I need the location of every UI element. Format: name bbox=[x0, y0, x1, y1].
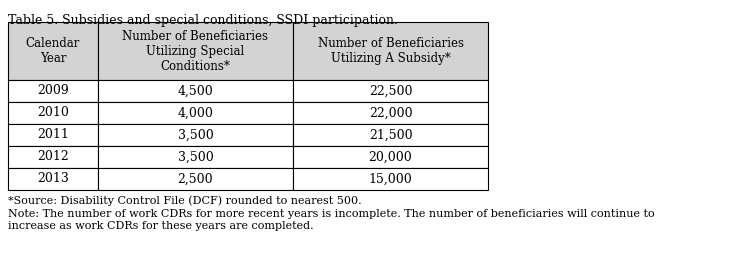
Text: 22,500: 22,500 bbox=[368, 84, 412, 98]
Text: 3,500: 3,500 bbox=[178, 128, 213, 141]
Text: *Source: Disability Control File (DCF) rounded to nearest 500.: *Source: Disability Control File (DCF) r… bbox=[8, 195, 362, 206]
Bar bbox=[8, 102, 98, 124]
Bar bbox=[8, 124, 98, 146]
Text: 4,500: 4,500 bbox=[178, 84, 213, 98]
Text: Calendar
Year: Calendar Year bbox=[26, 37, 80, 65]
Text: 2012: 2012 bbox=[37, 151, 69, 164]
Text: 20,000: 20,000 bbox=[368, 151, 412, 164]
Bar bbox=[293, 80, 488, 102]
Bar bbox=[293, 22, 488, 80]
Bar bbox=[293, 102, 488, 124]
Text: 2011: 2011 bbox=[37, 128, 69, 141]
Text: 2010: 2010 bbox=[37, 107, 69, 120]
Bar bbox=[98, 80, 293, 102]
Bar bbox=[293, 124, 488, 146]
Text: Number of Beneficiaries
Utilizing Special
Conditions*: Number of Beneficiaries Utilizing Specia… bbox=[123, 29, 268, 73]
Text: Number of Beneficiaries
Utilizing A Subsidy*: Number of Beneficiaries Utilizing A Subs… bbox=[317, 37, 463, 65]
Bar bbox=[8, 168, 98, 190]
Text: 2013: 2013 bbox=[37, 172, 69, 185]
Text: 15,000: 15,000 bbox=[368, 172, 412, 185]
Text: 3,500: 3,500 bbox=[178, 151, 213, 164]
Bar bbox=[98, 168, 293, 190]
Bar bbox=[293, 146, 488, 168]
Text: 2,500: 2,500 bbox=[178, 172, 213, 185]
Bar bbox=[98, 102, 293, 124]
Text: 2009: 2009 bbox=[37, 84, 69, 98]
Bar bbox=[8, 22, 98, 80]
Bar bbox=[98, 22, 293, 80]
Bar bbox=[98, 146, 293, 168]
Bar bbox=[8, 80, 98, 102]
Text: Table 5. Subsidies and special conditions, SSDI participation.: Table 5. Subsidies and special condition… bbox=[8, 14, 398, 27]
Bar bbox=[98, 124, 293, 146]
Text: 4,000: 4,000 bbox=[178, 107, 213, 120]
Bar bbox=[293, 168, 488, 190]
Text: 22,000: 22,000 bbox=[368, 107, 412, 120]
Text: Note: The number of work CDRs for more recent years is incomplete. The number of: Note: The number of work CDRs for more r… bbox=[8, 209, 655, 231]
Text: 21,500: 21,500 bbox=[368, 128, 412, 141]
Bar bbox=[8, 146, 98, 168]
